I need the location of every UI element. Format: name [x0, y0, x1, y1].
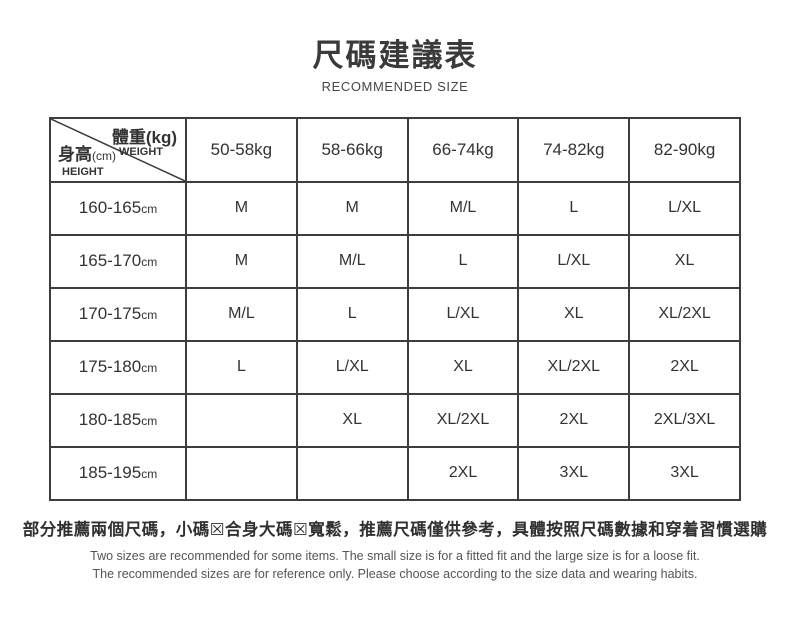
size-cell: 2XL/3XL: [628, 392, 741, 448]
footnote-chinese: 部分推薦兩個尺碼，小碼☒合身大碼☒寬鬆，推薦尺碼僅供參考，具體按照尺碼數據和穿着…: [22, 520, 768, 539]
size-recommendation-table: 體重(kg) WEIGHT 身高(cm) HEIGHT 50-58kg 58-6…: [49, 116, 741, 501]
size-cell: 3XL: [517, 445, 631, 501]
size-cell: M/L: [185, 286, 298, 342]
size-cell: [185, 445, 298, 501]
size-cell: L/XL: [517, 233, 631, 289]
table-row: 185-195cm 2XL 3XL 3XL: [49, 445, 741, 501]
weight-column-header: 74-82kg: [517, 116, 631, 183]
page-title: 尺碼建議表: [312, 38, 478, 73]
size-cell: XL/2XL: [628, 286, 741, 342]
size-cell: 2XL: [406, 445, 520, 501]
weight-column-header: 66-74kg: [406, 116, 520, 183]
height-row-label: 180-185cm: [49, 392, 187, 448]
height-range-text: 165-170: [78, 251, 142, 271]
size-cell: [295, 445, 409, 501]
size-cell: M: [185, 180, 298, 236]
height-range-text: 170-175: [78, 304, 142, 324]
table-row: 170-175cm M/L L L/XL XL XL/2XL: [49, 286, 741, 342]
weight-column-header: 82-90kg: [628, 116, 741, 183]
height-row-label: 175-180cm: [49, 339, 187, 395]
size-cell: L: [517, 180, 631, 236]
height-unit-text: cm: [141, 255, 158, 270]
size-cell: L: [295, 286, 409, 342]
size-cell: L: [185, 339, 298, 395]
size-cell: L/XL: [406, 286, 520, 342]
size-cell: XL: [628, 233, 741, 289]
height-row-label: 170-175cm: [49, 286, 187, 342]
size-cell: L: [406, 233, 520, 289]
height-unit-text: cm: [141, 361, 158, 376]
height-range-text: 160-165: [78, 198, 142, 218]
height-range-text: 180-185: [78, 410, 142, 430]
corner-height-label-cn: 身高(cm): [58, 140, 116, 165]
size-cell: XL/2XL: [517, 339, 631, 395]
footnote-english: Two sizes are recommended for some items…: [0, 547, 790, 585]
height-row-label: 185-195cm: [49, 445, 187, 501]
height-range-text: 185-195: [78, 463, 142, 483]
size-cell: XL/2XL: [406, 392, 520, 448]
height-unit-text: cm: [141, 467, 158, 482]
size-cell: 2XL: [517, 392, 631, 448]
size-cell: 2XL: [628, 339, 741, 395]
size-table-container: 體重(kg) WEIGHT 身高(cm) HEIGHT 50-58kg 58-6…: [49, 116, 741, 501]
size-cell: 3XL: [628, 445, 741, 501]
table-header-row: 體重(kg) WEIGHT 身高(cm) HEIGHT 50-58kg 58-6…: [49, 116, 741, 183]
size-cell: L/XL: [628, 180, 741, 236]
corner-weight-label-en: WEIGHT: [119, 145, 163, 158]
size-cell: XL: [295, 392, 409, 448]
height-row-label: 165-170cm: [49, 233, 187, 289]
table-row: 180-185cm XL XL/2XL 2XL 2XL/3XL: [49, 392, 741, 448]
size-cell: [185, 392, 298, 448]
height-unit-text: cm: [141, 202, 158, 217]
corner-height-cn-text: 身高: [58, 144, 92, 164]
page-subtitle: RECOMMENDED SIZE: [321, 78, 469, 94]
table-row: 175-180cm L L/XL XL XL/2XL 2XL: [49, 339, 741, 395]
table-row: 165-170cm M M/L L L/XL XL: [49, 233, 741, 289]
size-cell: M: [185, 233, 298, 289]
height-unit-text: cm: [141, 414, 158, 429]
size-cell: XL: [406, 339, 520, 395]
size-cell: M/L: [295, 233, 409, 289]
corner-height-label-en: HEIGHT: [62, 165, 104, 178]
size-cell: M: [295, 180, 409, 236]
size-cell: XL: [517, 286, 631, 342]
corner-header-cell: 體重(kg) WEIGHT 身高(cm) HEIGHT: [49, 116, 187, 183]
height-unit-text: cm: [141, 308, 158, 323]
footnote-english-line2: The recommended sizes are for reference …: [92, 567, 698, 582]
height-row-label: 160-165cm: [49, 180, 187, 236]
size-cell: L/XL: [295, 339, 409, 395]
height-range-text: 175-180: [78, 357, 142, 377]
corner-weight-label-cn: 體重(kg): [111, 127, 177, 147]
footnote-english-line1: Two sizes are recommended for some items…: [90, 548, 700, 563]
size-cell: M/L: [406, 180, 520, 236]
corner-height-unit: (cm): [92, 148, 116, 163]
corner-diagonal-line: [51, 119, 185, 181]
weight-column-header: 58-66kg: [295, 116, 409, 183]
table-row: 160-165cm M M M/L L L/XL: [49, 180, 741, 236]
weight-column-header: 50-58kg: [185, 116, 298, 183]
